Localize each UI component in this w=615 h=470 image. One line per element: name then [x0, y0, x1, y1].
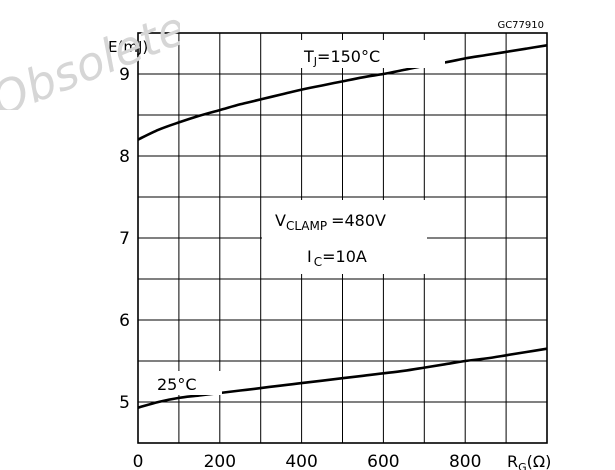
condition-vclamp-value: =480V — [331, 211, 386, 230]
x-axis-label-main: R — [507, 452, 518, 470]
figure-code: GC77910 — [497, 20, 544, 31]
x-tick-label: 400 — [285, 452, 317, 470]
x-tick-label: 600 — [367, 452, 399, 470]
x-tick-labels: 0 200 400 600 800 — [133, 452, 482, 470]
series-label-150c-sub: J — [313, 55, 317, 68]
condition-ic: I C=10A — [307, 247, 367, 269]
plot-frame — [137, 32, 548, 444]
y-tick-label: 7 — [119, 229, 130, 249]
y-tick-label: 8 — [119, 147, 130, 167]
condition-ic-main: I — [307, 247, 312, 266]
series-label-25c: 25°C — [157, 375, 197, 394]
label-background-150c — [299, 40, 445, 68]
condition-vclamp: VCLAMP =480V — [275, 211, 386, 233]
x-tick-label: 200 — [204, 452, 236, 470]
x-axis-label-unit: (Ω) — [527, 452, 552, 470]
y-tick-label: 9 — [119, 65, 130, 85]
conditions-background — [262, 200, 427, 274]
series-label-150c-main: T — [303, 47, 314, 66]
series-label-150c-rest: =150°C — [317, 47, 380, 66]
condition-vclamp-sub: CLAMP — [286, 219, 327, 233]
x-tick-label: 0 — [133, 452, 144, 470]
series-line-150c — [137, 44, 548, 141]
y-tick-labels: 5 6 7 8 9 — [119, 65, 130, 413]
series-label-150c: TJ=150°C — [303, 47, 380, 68]
condition-vclamp-main: V — [275, 211, 286, 230]
x-tick-label: 800 — [449, 452, 481, 470]
y-axis-label: E(mJ) — [108, 38, 148, 56]
x-axis-label: RG(Ω) — [507, 452, 551, 470]
x-axis-label-sub: G — [518, 461, 527, 470]
condition-ic-sub: C — [314, 255, 322, 269]
y-tick-label: 5 — [119, 393, 130, 413]
label-background-25c — [152, 371, 222, 395]
condition-ic-value: =10A — [322, 247, 367, 266]
y-tick-label: 6 — [119, 311, 130, 331]
